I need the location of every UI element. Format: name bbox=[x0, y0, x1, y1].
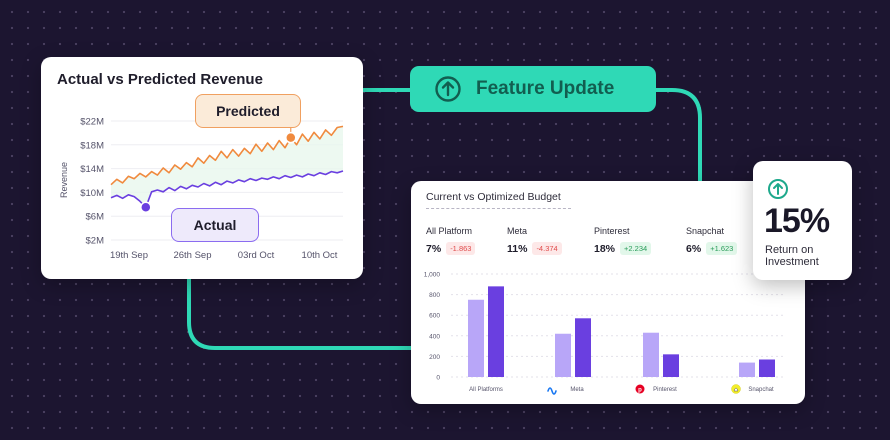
roi-value: 15% bbox=[764, 202, 830, 240]
bar-optimized bbox=[759, 359, 775, 377]
metric-delta-badge: -4.374 bbox=[532, 242, 562, 255]
snapchat-icon bbox=[731, 384, 741, 394]
metric-value: 6% bbox=[686, 242, 702, 255]
x-tick-label: 26th Sep bbox=[173, 250, 211, 261]
y-tick-label: 800 bbox=[429, 292, 440, 299]
metric-value: 7% bbox=[426, 242, 442, 255]
predicted-marker-dot bbox=[285, 131, 297, 144]
x-tick-label: 10th Oct bbox=[302, 250, 338, 261]
feature-update-button[interactable]: Feature Update bbox=[410, 66, 656, 112]
meta-icon bbox=[547, 387, 557, 395]
metric-name: All Platform bbox=[426, 226, 473, 236]
metric-delta-badge: +1.623 bbox=[706, 242, 738, 255]
roi-card: 15% Return on Investment bbox=[753, 161, 852, 280]
roi-label-line2: Investment bbox=[765, 256, 819, 268]
roi-label: Return on Investment bbox=[765, 244, 845, 268]
meta-icon-path bbox=[547, 387, 557, 395]
series-gap-area bbox=[111, 126, 343, 208]
pinterest-icon-glyph: p bbox=[638, 388, 642, 394]
y-tick-label: $14M bbox=[80, 164, 104, 175]
y-tick-label: $18M bbox=[80, 140, 104, 151]
metric-name: Meta bbox=[507, 226, 528, 236]
title-divider bbox=[426, 208, 571, 209]
metric-delta-badge: -1.863 bbox=[446, 242, 476, 255]
bar-current bbox=[468, 299, 484, 377]
metric-snapchat: Snapchat 6% +1.623 bbox=[686, 226, 738, 255]
actual-label: Actual bbox=[171, 208, 259, 242]
y-tick-label: $22M bbox=[80, 117, 104, 128]
revenue-chart-title: Actual vs Predicted Revenue bbox=[57, 71, 263, 88]
metric-value: 11% bbox=[507, 242, 528, 255]
metric-name: Snapchat bbox=[686, 226, 725, 236]
metric-value: 18% bbox=[594, 242, 616, 255]
category-label: Snapchat bbox=[748, 387, 774, 393]
revenue-line-chart: $22M $18M $14M $10M $6M $2M Revenue 19th Sep 26t… bbox=[59, 117, 344, 261]
budget-card: Current vs Optimized Budget All Platform… bbox=[411, 181, 805, 404]
metric-pinterest: Pinterest 18% +2.234 bbox=[594, 226, 652, 255]
x-tick-label: 19th Sep bbox=[110, 250, 148, 261]
bar-current bbox=[739, 362, 755, 377]
roi-label-line1: Return on bbox=[765, 244, 814, 256]
pinterest-icon: p bbox=[635, 384, 645, 394]
category-label: Meta bbox=[570, 387, 584, 393]
pinterest-icon-circle bbox=[635, 384, 645, 394]
bar-optimized bbox=[575, 318, 591, 377]
budget-bar-chart: 1,000 800 600 400 200 0 All Platforms Meta p Pint… bbox=[424, 272, 786, 395]
snapchat-icon-ghost bbox=[733, 387, 739, 392]
bar-optimized bbox=[663, 354, 679, 377]
metric-name: Pinterest bbox=[594, 226, 630, 236]
y-tick-label: 1,000 bbox=[424, 272, 441, 279]
feature-update-label: Feature Update bbox=[476, 78, 615, 99]
metric-delta-badge: +2.234 bbox=[620, 242, 652, 255]
bar-current bbox=[643, 332, 659, 377]
arrow-up-circle-icon bbox=[435, 76, 461, 102]
y-tick-label: 600 bbox=[429, 313, 440, 320]
y-tick-label: 0 bbox=[436, 375, 440, 382]
y-tick-label: $10M bbox=[80, 188, 104, 199]
arrow-up-circle-icon bbox=[768, 179, 788, 199]
series-line-actual bbox=[110, 170, 344, 209]
metric-all-platform: All Platform 7% -1.863 bbox=[426, 226, 476, 255]
y-tick-label: 400 bbox=[429, 333, 440, 340]
category-label: All Platforms bbox=[469, 387, 503, 393]
bar-optimized bbox=[488, 286, 504, 377]
metric-meta: Meta 11% -4.374 bbox=[507, 226, 562, 255]
predicted-label: Predicted bbox=[195, 94, 301, 128]
y-tick-label: $2M bbox=[86, 236, 105, 247]
series-line-predicted bbox=[110, 125, 344, 186]
bar-current bbox=[555, 333, 571, 377]
actual-marker-dot bbox=[140, 201, 152, 214]
revenue-chart-card: Actual vs Predicted Revenue $22M $18M $14M… bbox=[41, 57, 363, 279]
y-axis-label: Revenue bbox=[59, 162, 69, 198]
y-tick-label: $6M bbox=[86, 212, 105, 223]
x-tick-label: 03rd Oct bbox=[238, 250, 275, 261]
y-tick-label: 200 bbox=[429, 354, 440, 361]
category-label: Pinterest bbox=[653, 387, 677, 393]
budget-title: Current vs Optimized Budget bbox=[426, 191, 561, 203]
